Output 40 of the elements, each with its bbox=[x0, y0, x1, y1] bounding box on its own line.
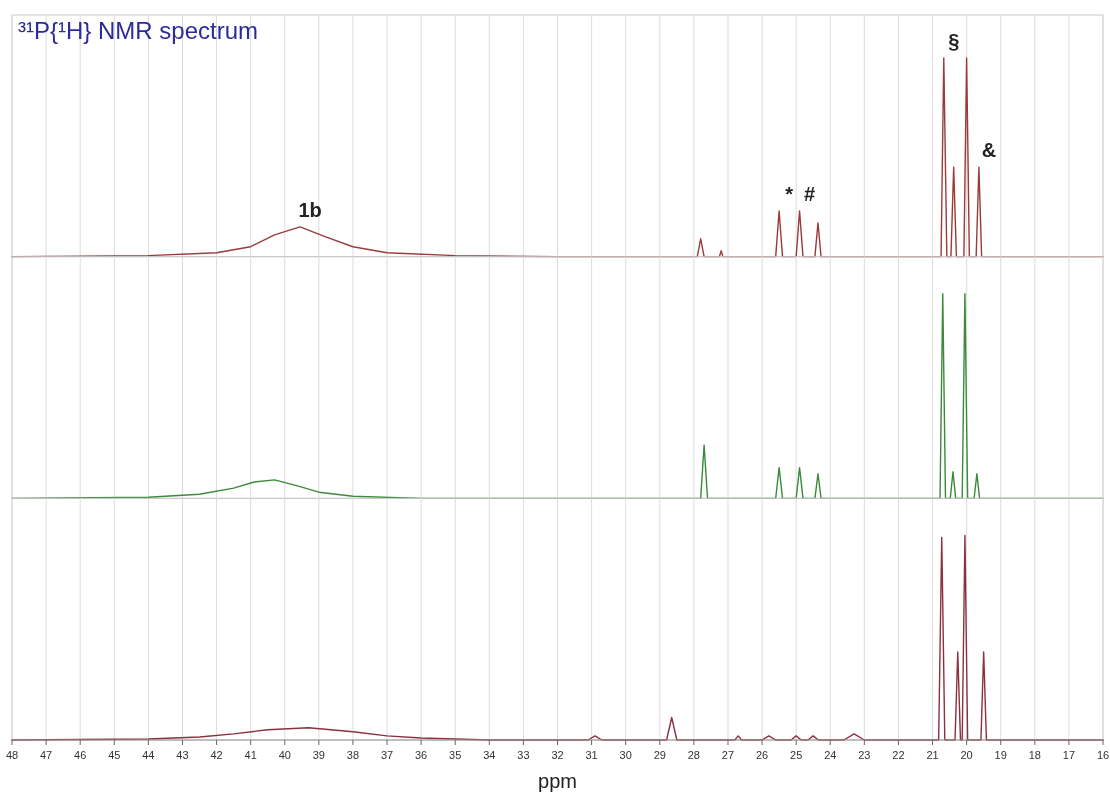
x-tick-label: 23 bbox=[858, 749, 871, 761]
x-tick-label: 20 bbox=[960, 749, 973, 761]
x-tick-label: 34 bbox=[483, 749, 496, 761]
x-tick-label: 37 bbox=[380, 749, 394, 761]
x-tick-label: 29 bbox=[653, 749, 666, 761]
x-tick-label: 47 bbox=[39, 749, 53, 761]
x-tick-label: 42 bbox=[210, 749, 223, 761]
x-tick-label: 33 bbox=[517, 749, 530, 761]
x-tick-label: 43 bbox=[176, 749, 189, 761]
x-tick-label: 30 bbox=[619, 749, 632, 761]
x-axis-title: ppm bbox=[538, 770, 577, 792]
x-tick-label: 35 bbox=[449, 749, 462, 761]
x-tick-label: 44 bbox=[142, 749, 155, 761]
x-tick-label: 27 bbox=[721, 749, 735, 761]
x-tick-label: 25 bbox=[790, 749, 803, 761]
x-tick-label: 18 bbox=[1028, 749, 1041, 761]
x-tick-label: 39 bbox=[312, 749, 325, 761]
x-tick-label: 41 bbox=[244, 749, 257, 761]
x-tick-label: 17 bbox=[1062, 749, 1076, 761]
annotation: § bbox=[948, 30, 960, 52]
x-tick-label: 26 bbox=[755, 749, 769, 761]
x-tick-label: 46 bbox=[74, 749, 87, 761]
x-tick-label: 36 bbox=[415, 749, 428, 761]
x-tick-label: 19 bbox=[994, 749, 1007, 761]
x-tick-label: 22 bbox=[892, 749, 905, 761]
x-tick-label: 32 bbox=[551, 749, 564, 761]
annotation: 1b bbox=[298, 198, 322, 221]
x-tick-label: 31 bbox=[585, 749, 598, 761]
x-tick-label: 38 bbox=[346, 749, 360, 761]
x-tick-label: 45 bbox=[108, 749, 121, 761]
annotation: * bbox=[785, 182, 794, 205]
x-tick-label: 28 bbox=[687, 749, 700, 761]
annotation: & bbox=[981, 139, 997, 162]
x-tick-label: 21 bbox=[926, 749, 939, 761]
x-tick-label: 40 bbox=[278, 749, 291, 761]
x-tick-label: 24 bbox=[824, 749, 837, 761]
chart-title: ³¹P{¹H} NMR spectrum bbox=[18, 17, 259, 44]
annotation: # bbox=[804, 182, 816, 205]
x-tick-label: 48 bbox=[5, 749, 19, 761]
x-tick-label: 16 bbox=[1096, 749, 1110, 761]
